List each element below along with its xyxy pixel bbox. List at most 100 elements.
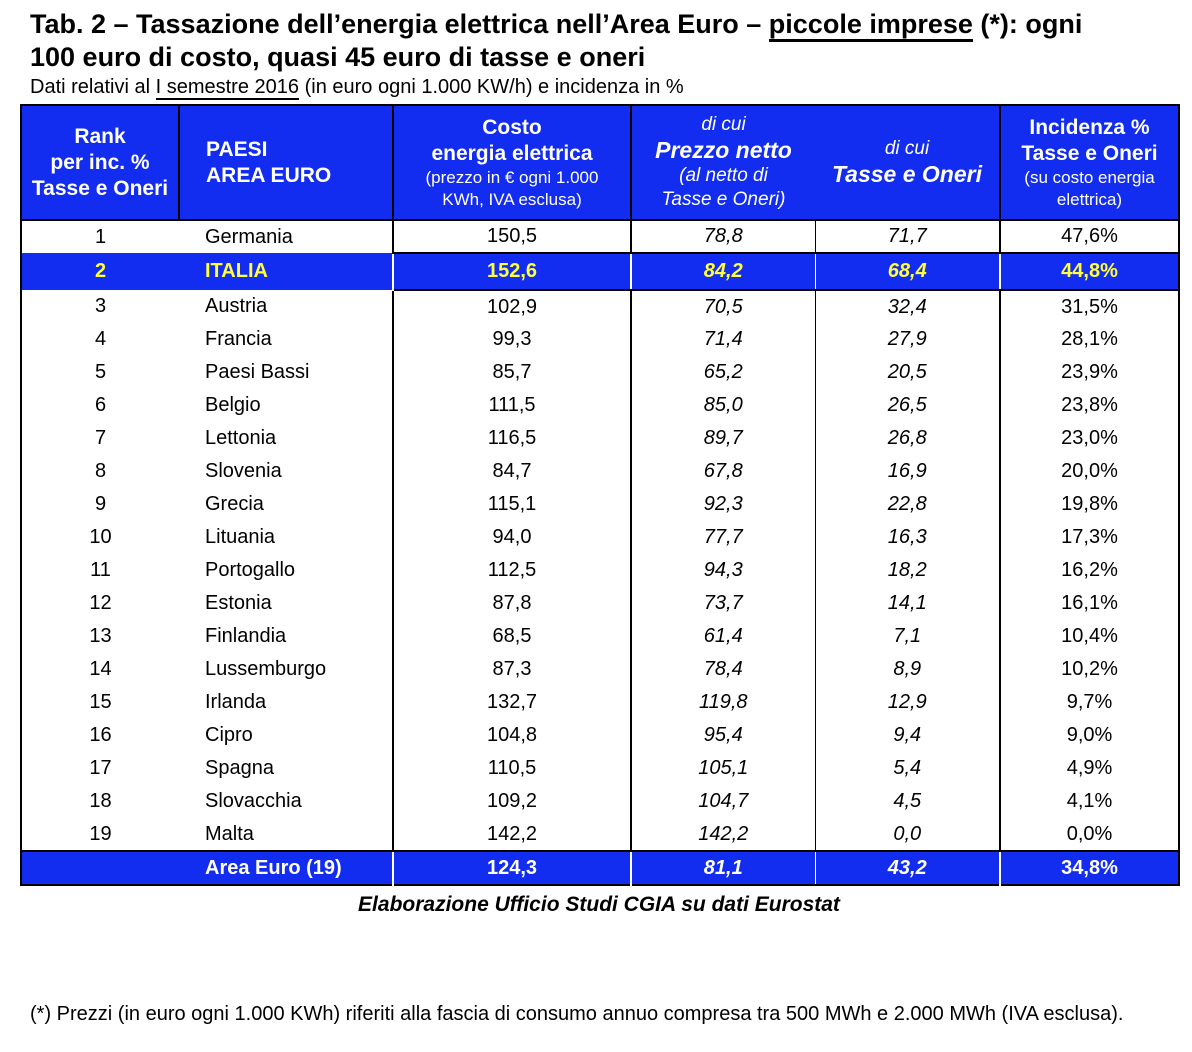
incidence-cell: 19,8%	[1061, 493, 1118, 515]
cost-cell: 152,6	[393, 252, 632, 291]
header-incidence-subnote: (su costo energia elettrica)	[1024, 167, 1155, 209]
rank-cell: 4	[94, 328, 107, 350]
net-price-cell: 78,4	[631, 653, 816, 686]
table-row: 7 Lettonia 116,5 89,7 26,8 23,0%	[21, 422, 1179, 455]
net-price-cell: 84,2	[631, 252, 816, 291]
cost-cell: 104,8	[393, 719, 632, 752]
incidence-cell: 16,2%	[1061, 559, 1118, 581]
country-cell: Lettonia	[179, 422, 394, 455]
column-header-taxes: di cui Tasse e Oneri	[815, 105, 1001, 221]
total-label-cell: Area Euro (19)	[179, 850, 394, 885]
cost-cell: 85,7	[393, 356, 632, 389]
cost-cell: 99,3	[393, 323, 632, 356]
header-incidence-label: Incidenza % Tasse e Oneri	[1021, 115, 1158, 165]
title-line2: 100 euro di costo, quasi 45 euro di tass…	[30, 42, 646, 72]
country-cell: Malta	[179, 818, 394, 851]
table-row: 11 Portogallo 112,5 94,3 18,2 16,2%	[21, 554, 1179, 587]
incidence-cell: 10,2%	[1061, 658, 1118, 680]
taxes-cell: 20,5	[815, 356, 1001, 389]
table-row: 9 Grecia 115,1 92,3 22,8 19,8%	[21, 488, 1179, 521]
taxes-cell: 16,9	[815, 455, 1001, 488]
incidence-cell: 20,0%	[1061, 460, 1118, 482]
incidence-cell: 4,1%	[1066, 790, 1113, 812]
country-cell: Austria	[179, 290, 394, 323]
taxes-cell: 18,2	[815, 554, 1001, 587]
page-title: Tab. 2 – Tassazione dell’energia elettri…	[30, 8, 1178, 74]
cost-cell: 112,5	[393, 554, 632, 587]
cost-cell: 87,3	[393, 653, 632, 686]
cost-cell: 111,5	[393, 389, 632, 422]
incidence-cell: 4,9%	[1066, 757, 1113, 779]
net-price-cell: 65,2	[631, 356, 816, 389]
table-row: 5 Paesi Bassi 85,7 65,2 20,5 23,9%	[21, 356, 1179, 389]
cost-cell: 116,5	[393, 422, 632, 455]
country-cell: Slovacchia	[179, 785, 394, 818]
table-row: 8 Slovenia 84,7 67,8 16,9 20,0%	[21, 455, 1179, 488]
incidence-cell: 47,6%	[1061, 225, 1118, 247]
cost-cell: 68,5	[393, 620, 632, 653]
cost-cell: 109,2	[393, 785, 632, 818]
header-rank-label: Rank per inc. % Tasse e Oneri	[31, 124, 169, 200]
header-row: Rank per inc. % Tasse e Oneri PAESI AREA…	[21, 105, 1179, 221]
total-cost-cell: 124,3	[393, 850, 632, 885]
taxes-cell: 26,5	[815, 389, 1001, 422]
net-price-cell: 77,7	[631, 521, 816, 554]
table-row: 13 Finlandia 68,5 61,4 7,1 10,4%	[21, 620, 1179, 653]
page-subtitle: Dati relativi al I semestre 2016 (in eur…	[30, 75, 1178, 100]
subtitle-underlined-text: I semestre 2016	[155, 76, 300, 100]
rank-cell: 9	[94, 493, 107, 515]
rank-cell: 14	[89, 658, 112, 680]
rank-cell: 11	[90, 559, 111, 581]
title-part2: (*): ogni	[972, 9, 1083, 39]
cost-cell: 115,1	[393, 488, 632, 521]
taxes-cell: 0,0	[815, 818, 1001, 851]
incidence-cell: 23,8%	[1061, 394, 1118, 416]
net-price-cell: 104,7	[631, 785, 816, 818]
table-row: 17 Spagna 110,5 105,1 5,4 4,9%	[21, 752, 1179, 785]
header-cost-label: Costo energia elettrica	[431, 115, 593, 165]
column-header-net-price: di cui Prezzo netto (al netto di Tasse e…	[631, 105, 815, 221]
table-row: 18 Slovacchia 109,2 104,7 4,5 4,1%	[21, 785, 1179, 818]
rank-cell: 13	[89, 625, 112, 647]
net-price-cell: 89,7	[631, 422, 816, 455]
net-price-cell: 67,8	[631, 455, 816, 488]
cost-cell: 87,8	[393, 587, 632, 620]
net-price-cell: 105,1	[631, 752, 816, 785]
country-cell: Finlandia	[179, 620, 394, 653]
country-cell: Lituania	[179, 521, 394, 554]
rank-cell: 8	[94, 460, 107, 482]
taxes-cell: 12,9	[815, 686, 1001, 719]
taxes-cell: 5,4	[815, 752, 1001, 785]
total-incidence-cell: 34,8%	[1000, 850, 1179, 885]
country-cell: Portogallo	[179, 554, 394, 587]
rank-cell: 2	[21, 253, 179, 290]
rank-cell: 10	[89, 526, 112, 548]
table-row: 10 Lituania 94,0 77,7 16,3 17,3%	[21, 521, 1179, 554]
table-row: 4 Francia 99,3 71,4 27,9 28,1%	[21, 323, 1179, 356]
rank-cell: 6	[94, 394, 107, 416]
incidence-cell: 17,3%	[1061, 526, 1118, 548]
table-row: 19 Malta 142,2 142,2 0,0 0,0%	[21, 818, 1179, 851]
incidence-cell: 9,0%	[1066, 724, 1113, 746]
total-rank-cell	[21, 850, 179, 885]
net-price-cell: 71,4	[631, 323, 816, 356]
table-body: 1 Germania 150,5 78,8 71,7 47,6% 2 ITALI…	[21, 220, 1179, 851]
incidence-cell: 23,0%	[1061, 427, 1118, 449]
country-cell: Slovenia	[179, 455, 394, 488]
country-cell: Cipro	[179, 719, 394, 752]
incidence-cell: 44,8%	[1000, 252, 1179, 291]
header-net-subnote: (al netto di Tasse e Oneri)	[661, 165, 786, 210]
country-cell: Francia	[179, 323, 394, 356]
taxes-cell: 9,4	[815, 719, 1001, 752]
table-row: 3 Austria 102,9 70,5 32,4 31,5%	[21, 290, 1179, 323]
taxes-cell: 68,4	[815, 252, 1001, 291]
incidence-cell: 0,0%	[1066, 822, 1113, 845]
net-price-cell: 94,3	[631, 554, 816, 587]
title-part1: Tab. 2 – Tassazione dell’energia elettri…	[30, 9, 769, 39]
country-cell: Grecia	[179, 488, 394, 521]
net-price-cell: 92,3	[631, 488, 816, 521]
column-header-incidence: Incidenza % Tasse e Oneri (su costo ener…	[1000, 105, 1179, 221]
country-cell: Estonia	[179, 587, 394, 620]
table-row: 16 Cipro 104,8 95,4 9,4 9,0%	[21, 719, 1179, 752]
